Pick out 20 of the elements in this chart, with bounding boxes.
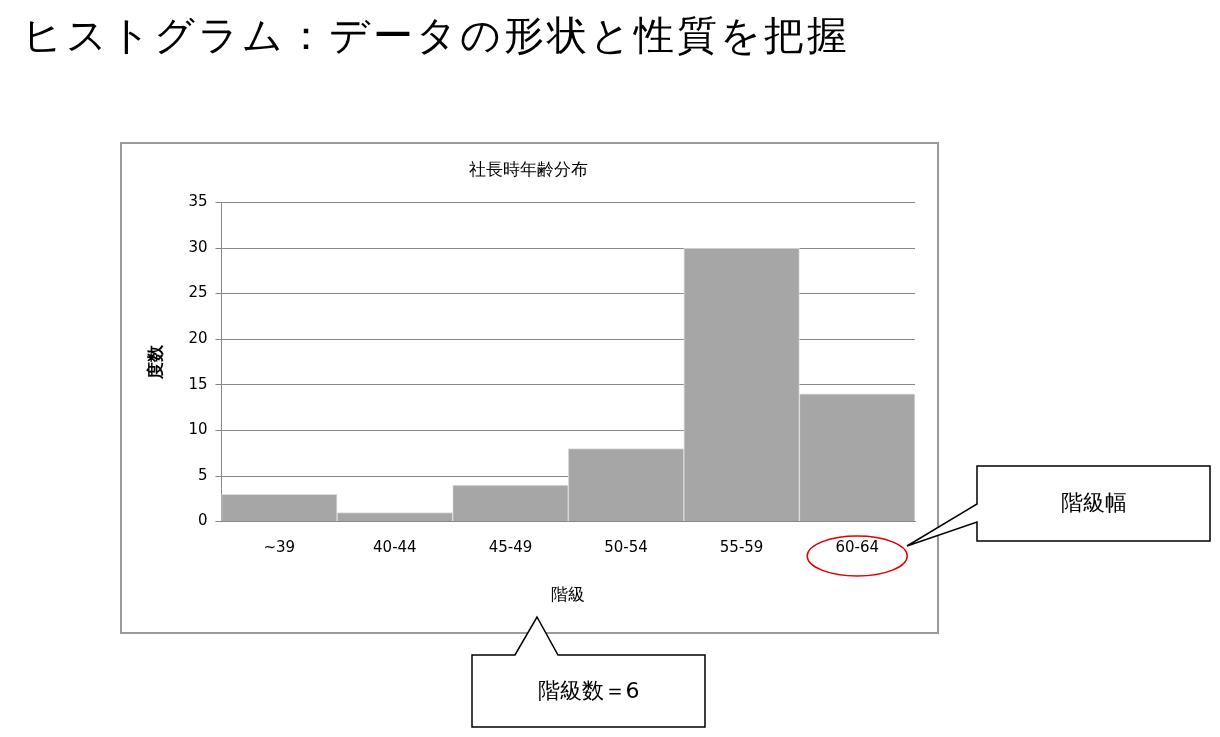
x-tick-label: 50-54 [604, 538, 648, 557]
x-tick-label: 55-59 [719, 538, 764, 557]
y-tick-label: 5 [197, 465, 208, 484]
y-tick-label: 20 [188, 329, 208, 348]
text: 階級数＝6 [536, 677, 641, 705]
y-tick-label: 25 [188, 283, 208, 302]
y-tick-label: 0 [197, 511, 208, 530]
x-axis-title: 階級 [551, 584, 586, 605]
chart-title: ヒストグラム：データの形状と性質を把握 [22, 11, 850, 60]
x-tick-label: 40-44 [373, 538, 417, 557]
text: 階級幅 [1059, 489, 1128, 517]
x-tick-label: 45-49 [488, 538, 533, 557]
y-tick-label: 30 [188, 237, 208, 256]
y-tick-label: 15 [188, 374, 208, 393]
y-tick-label: 10 [188, 420, 208, 439]
x-tick-label: 60-64 [835, 538, 879, 557]
chart-subtitle: 社長時年齢分布 [469, 158, 588, 179]
x-tick-label: ~39 [263, 538, 296, 557]
y-tick-label: 35 [188, 192, 208, 211]
y-axis-title: 度数 [144, 344, 165, 380]
